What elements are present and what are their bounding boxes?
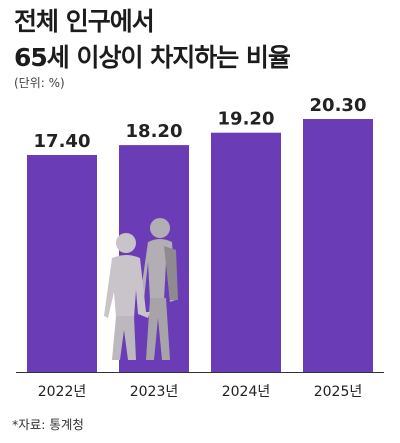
value-label: 18.20	[126, 121, 183, 142]
title-line-1: 전체 인구에서	[14, 7, 155, 36]
bar-2022년	[27, 155, 97, 372]
value-label: 19.20	[218, 109, 275, 130]
bar-2024년	[211, 132, 281, 372]
title-line-2: 65세 이상이 차지하는 비율	[14, 43, 291, 72]
chart-title: 전체 인구에서 65세 이상이 차지하는 비율	[14, 4, 291, 76]
elderly-woman-figure	[104, 233, 150, 360]
unit-label: (단위: %)	[14, 76, 65, 90]
x-tick-label: 2024년	[222, 384, 271, 400]
bar-2025년	[303, 119, 373, 372]
x-tick-label: 2025년	[314, 384, 363, 400]
value-label: 17.40	[34, 131, 91, 152]
bars-group	[27, 119, 373, 372]
x-axis-labels: 2022년 2023년 2024년 2025년	[38, 384, 363, 400]
elderly-man-figure	[140, 218, 178, 360]
x-tick-label: 2022년	[38, 384, 87, 400]
x-tick-label: 2023년	[130, 384, 179, 400]
value-label: 20.30	[310, 95, 367, 116]
source-note: *자료: 통계청	[12, 417, 84, 432]
value-labels: 17.40 18.20 19.20 20.30	[34, 95, 367, 152]
elderly-couple-illustration	[104, 218, 178, 360]
